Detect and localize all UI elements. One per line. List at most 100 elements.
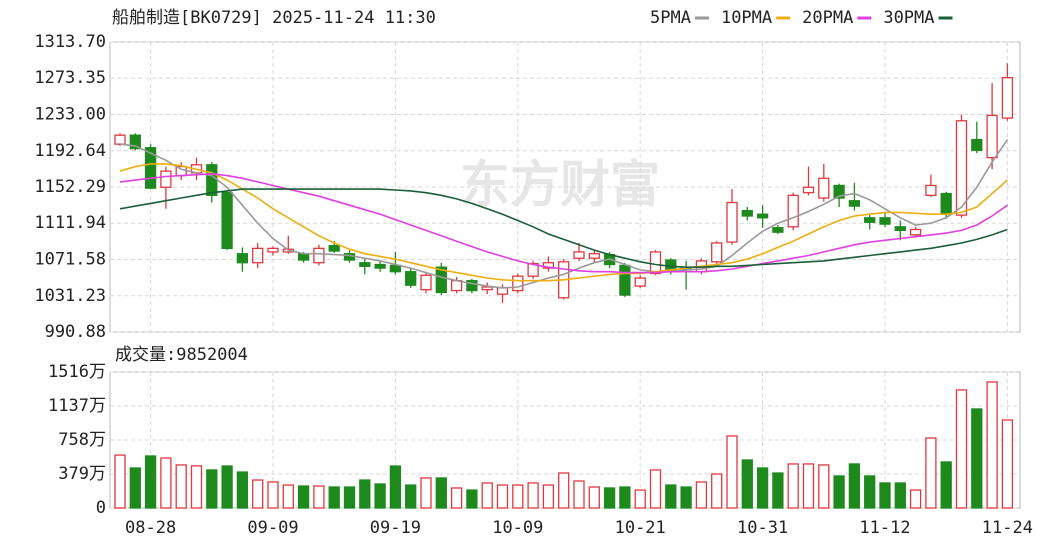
volume-bar	[252, 479, 264, 509]
volume-bar	[772, 472, 784, 509]
legend-label: 20PMA	[802, 8, 853, 28]
volume-bar	[313, 485, 325, 509]
volume-bar	[864, 475, 876, 509]
ma-line	[119, 172, 1008, 274]
candle-body	[634, 277, 646, 287]
candle-body	[496, 287, 509, 295]
volume-bar	[848, 463, 861, 509]
candle-body	[466, 280, 478, 292]
volume-bar	[206, 469, 218, 509]
y-tick-label: 1152.29	[34, 177, 106, 197]
volume-bar	[496, 484, 509, 509]
candle-body	[573, 251, 585, 259]
ma-line	[119, 163, 1008, 282]
candle-body	[129, 134, 141, 150]
candle-body	[374, 263, 386, 269]
ma-line	[119, 139, 1009, 289]
volume-bar	[466, 489, 478, 509]
candle-body	[833, 184, 845, 199]
volume-bar	[818, 464, 830, 509]
candle-body	[909, 228, 922, 236]
x-tick-label: 11-12	[859, 518, 910, 538]
candle-body	[313, 247, 325, 264]
candle-body	[619, 264, 631, 296]
volume-bar	[894, 482, 906, 509]
x-tick-label: 11-24	[982, 518, 1033, 538]
candle-body	[435, 266, 447, 294]
y-tick-label: 990.88	[45, 322, 106, 342]
y-tick-label: 1516万	[48, 362, 106, 382]
volume-bar	[756, 467, 769, 509]
volume-bar	[343, 486, 356, 509]
volume-bar	[741, 459, 753, 509]
candle-body	[114, 134, 126, 145]
y-tick-label: 1273.35	[34, 68, 106, 88]
volume-bar	[588, 486, 600, 509]
x-tick-label: 10-09	[492, 518, 543, 538]
volume-bar	[603, 487, 616, 509]
legend-label: 30PMA	[883, 8, 934, 28]
volume-bar	[374, 483, 386, 509]
candle-body	[236, 253, 249, 264]
candle-body	[481, 286, 493, 291]
candle-body	[940, 192, 952, 215]
candle-body	[420, 274, 432, 291]
volume-bar	[267, 481, 279, 509]
volume-bar	[787, 463, 799, 509]
candle-body	[971, 138, 983, 152]
candle-body	[818, 177, 830, 199]
volume-bar	[802, 463, 815, 509]
volume-bar	[542, 484, 555, 509]
y-tick-label: 1137万	[48, 396, 106, 416]
volume-bar	[359, 479, 371, 509]
candle-body	[1001, 77, 1014, 119]
y-tick-label: 379万	[58, 464, 106, 484]
volume-bar	[711, 473, 723, 509]
volume-bar	[450, 487, 463, 509]
candle-body	[328, 245, 340, 252]
candle-body	[802, 186, 815, 194]
volume-bar	[389, 465, 402, 509]
volume-bar	[726, 435, 738, 509]
volume-bar	[695, 481, 708, 509]
volume-bar	[236, 471, 249, 509]
watermark: 东方财富	[460, 156, 660, 214]
candle-body	[267, 247, 279, 253]
volume-bar	[144, 455, 157, 509]
candle-body	[986, 114, 998, 159]
volume-bar	[955, 389, 968, 509]
volume-bar	[420, 477, 432, 509]
candle-body	[221, 192, 233, 249]
y-tick-label: 1192.64	[34, 141, 106, 161]
candle-body	[512, 275, 524, 292]
legend-label: 10PMA	[721, 8, 772, 28]
volume-bar	[649, 469, 662, 509]
x-tick-label: 09-09	[247, 518, 298, 538]
ma-line	[119, 188, 1008, 268]
x-tick-label: 08-28	[125, 518, 176, 538]
volume-bar	[297, 485, 310, 509]
candle-body	[864, 217, 876, 223]
volume-bar	[481, 482, 493, 509]
volume-bar	[221, 465, 233, 509]
volume-bar	[940, 461, 952, 509]
y-tick-label: 758万	[58, 430, 106, 450]
volume-bar	[680, 486, 692, 509]
candle-body	[741, 209, 753, 217]
candle-body	[649, 251, 662, 275]
volume-bar	[328, 486, 340, 509]
candle-body	[925, 184, 937, 196]
y-tick-label: 1071.58	[34, 250, 106, 270]
volume-bar	[619, 486, 631, 509]
candle-body	[726, 201, 738, 243]
volume-bar	[573, 480, 585, 509]
candle-body	[252, 247, 264, 264]
x-tick-label: 10-31	[737, 518, 788, 538]
candle-body	[405, 271, 417, 286]
candle-body	[772, 227, 784, 233]
volume-bar	[175, 464, 187, 509]
candle-body	[389, 264, 402, 273]
candle-body	[894, 226, 906, 232]
x-tick-label: 09-19	[370, 518, 421, 538]
